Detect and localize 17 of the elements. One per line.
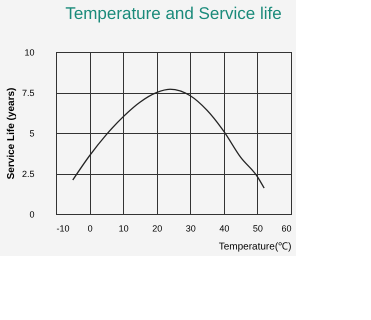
x-tick-label: 0	[88, 224, 93, 234]
line-series	[72, 88, 265, 189]
x-axis-title: Temperature(℃)	[218, 242, 292, 252]
y-tick-label: 10	[24, 48, 34, 58]
x-tick-label: 20	[152, 224, 162, 234]
x-tick-label: -10	[56, 224, 70, 234]
x-tick-label: 60	[281, 224, 292, 234]
y-axis-title: Service Life (years)	[6, 88, 17, 180]
chart-title: Temperature and Service life	[65, 4, 282, 23]
x-tick-label: 40	[219, 224, 230, 234]
x-tick-label: 30	[186, 224, 196, 234]
y-tick-label: 0	[29, 210, 34, 220]
x-tick-label: 50	[252, 224, 263, 234]
y-tick-label: 5	[29, 128, 34, 138]
y-tick-label: 7.5	[22, 88, 34, 98]
x-tick-label: 10	[118, 224, 129, 234]
y-tick-label: 2.5	[22, 169, 34, 179]
